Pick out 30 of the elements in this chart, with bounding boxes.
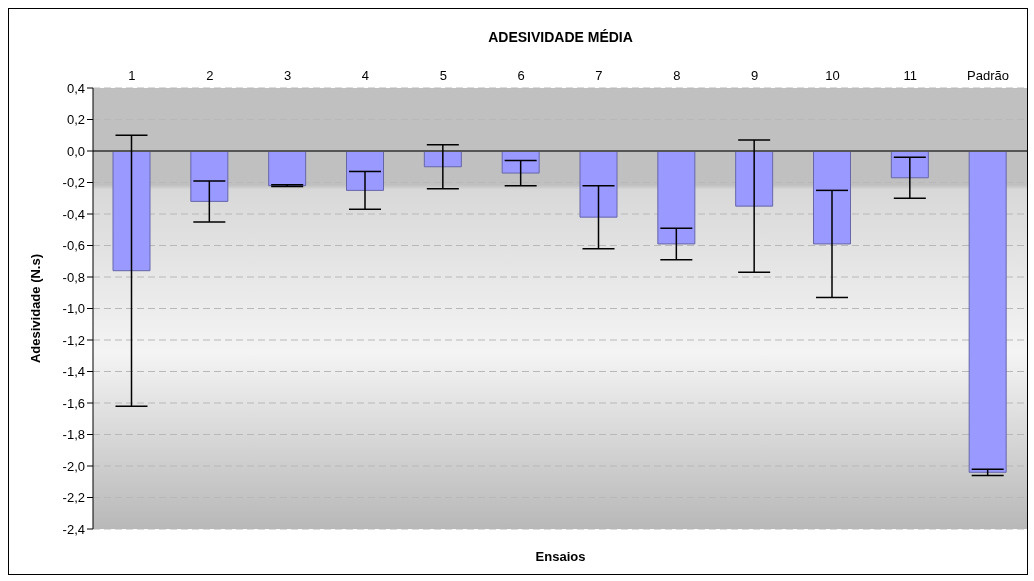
x-tick-label: 9 — [750, 68, 759, 83]
x-tick-label: 5 — [439, 68, 447, 83]
x-tick-label: 11 — [903, 68, 917, 83]
y-tick-label: 0,4 — [66, 80, 85, 96]
y-tick-label: -0,8 — [62, 269, 85, 285]
x-axis-title: Ensaios — [534, 549, 587, 564]
y-tick-label: -1,6 — [62, 395, 85, 411]
x-tick-label: 1 — [128, 68, 136, 83]
x-tick-label: 6 — [517, 68, 525, 83]
x-tick-label: 8 — [673, 68, 681, 83]
x-tick-label: 4 — [361, 68, 370, 83]
y-tick-label: -1,0 — [62, 301, 85, 317]
y-tick-label: -1,4 — [62, 364, 85, 380]
x-tick-label: Padrão — [967, 68, 1010, 83]
y-tick-label: -2,0 — [62, 458, 85, 474]
y-tick-label: 0,2 — [66, 112, 85, 128]
y-tick-label: -2,4 — [62, 521, 85, 537]
y-tick-label: -0,4 — [62, 206, 85, 222]
y-tick-label: -0,2 — [62, 175, 85, 191]
y-tick-label: -1,8 — [62, 427, 85, 443]
x-tick-label: 3 — [283, 68, 292, 83]
y-tick-label: -2,2 — [62, 490, 85, 506]
x-tick-label: 10 — [825, 68, 840, 83]
y-tick-label: -1,2 — [62, 332, 85, 348]
x-tick-label: 7 — [595, 68, 603, 83]
y-axis-title: Adesividade (N.s) — [27, 253, 43, 364]
chart-title: ADESIVIDADE MÉDIA — [487, 29, 634, 45]
y-tick-label: -0,6 — [62, 238, 85, 254]
x-tick-label: 2 — [206, 68, 214, 83]
y-tick-label: 0,0 — [66, 143, 85, 159]
